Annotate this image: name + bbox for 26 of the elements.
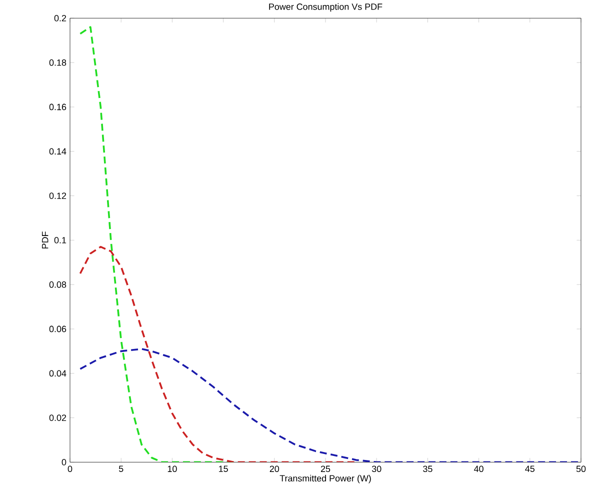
x-tick-label: 35 [423,466,432,472]
y-tick-label: 0.14 [49,148,66,155]
x-tick-label: 25 [320,466,330,472]
x-tick-label: 5 [118,466,124,472]
x-axis-title: Transmitted Power (W) [280,475,371,484]
y-tick-label: 0 [62,459,66,466]
y-tick-label: 0.2 [54,15,66,22]
x-tick-label: 45 [525,466,535,472]
y-tick-label: 0.18 [49,60,66,66]
x-tick-label: 40 [474,466,484,472]
y-tick-label: 0.06 [49,326,66,332]
x-tick-label: 10 [168,466,177,472]
x-tick-label: 20 [270,466,280,472]
y-axis-title: PDF [42,232,48,249]
y-tick-label: 0.1 [54,237,66,244]
y-tick-label: 0.02 [49,414,66,422]
y-tick-label: 0.16 [49,104,66,110]
x-tick-label: 50 [576,466,586,472]
line-series [79,246,358,462]
y-tick-label: 0.08 [49,282,66,288]
x-tick-label: 0 [68,466,72,472]
x-tick-label: 15 [219,466,228,472]
y-tick-label: 0.04 [49,370,66,377]
chart-title: Power Consumption Vs PDF [269,4,382,12]
x-tick-label: 30 [372,466,382,472]
y-tick-label: 0.12 [49,192,66,200]
